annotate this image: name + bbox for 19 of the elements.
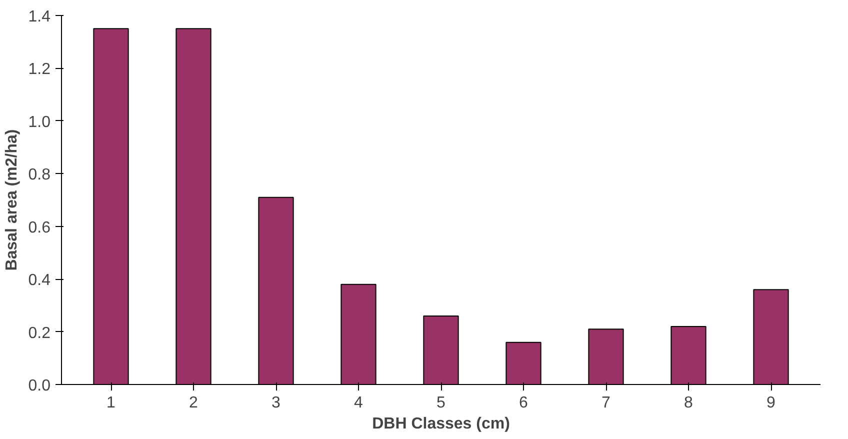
y-tick-label: 0.0 [28,378,51,394]
y-tick-label: 0.6 [28,219,51,236]
y-tick-label: 0.2 [28,324,51,342]
y-axis-title: Basal area (m2/ha) [3,129,20,271]
x-tick-label: 9 [766,394,776,412]
x-tick-label: 8 [684,394,694,412]
x-tick-label: 4 [354,394,364,412]
y-tick-label: 1.0 [28,114,51,131]
y-tick-label: 1.2 [28,61,51,78]
y-tick-label: 1.4 [28,8,51,26]
x-tick-label: 7 [602,394,611,412]
x-tick-label: 2 [189,394,198,412]
y-tick-label: 0.8 [28,166,51,184]
x-tick-label: 6 [519,394,528,412]
x-tick-label: 1 [106,394,116,412]
x-tick-label: 5 [436,394,446,412]
x-tick-label: 3 [272,394,281,412]
x-axis-title: DBH Classes (cm) [372,416,510,432]
y-tick-label: 0.4 [28,272,51,290]
